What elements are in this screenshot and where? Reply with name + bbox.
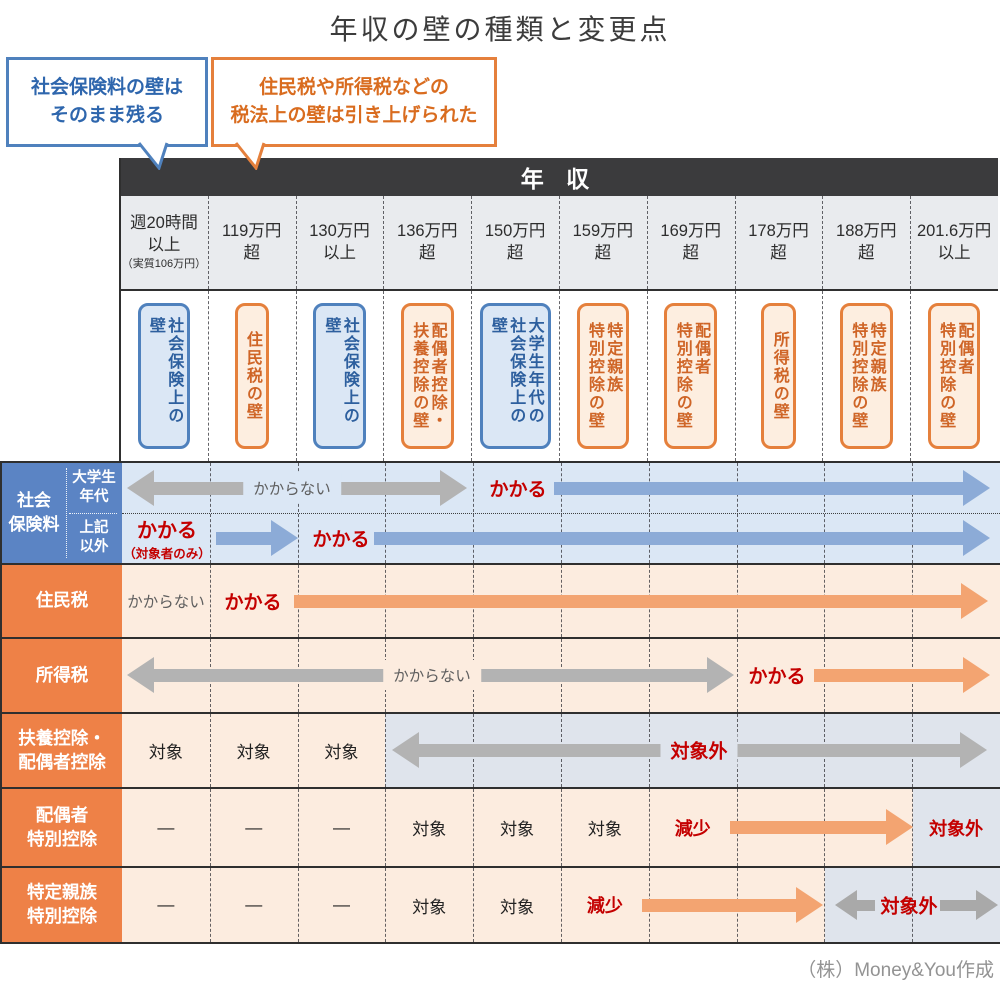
income-header-bar: 年 収 — [120, 158, 998, 196]
arrow-excluded-right-gray — [940, 890, 998, 920]
label-excluded: 対象外 — [880, 896, 938, 918]
strip-income-tax: かからない かかる — [122, 639, 1000, 712]
arrow-applied-orange — [814, 657, 990, 693]
cell: — — [332, 895, 350, 914]
col-201: 201.6万円 以上 — [916, 222, 992, 262]
arrow-decrease-orange — [642, 887, 823, 923]
strip-specified-relative: — — — 対象 対象 減少 対象外 — [122, 868, 1000, 942]
rowhead-divider-v — [66, 468, 67, 558]
strip-spouse-special: — — — 対象 対象 対象 減少 対象外 — [122, 789, 1000, 866]
col-week20h: 週20時間 以上 （実質106万円） — [121, 214, 207, 271]
income-threshold-headers: 週20時間 以上 （実質106万円） 119万円 超 130万円 以上 136万… — [120, 196, 998, 291]
cell: 対象 — [412, 897, 447, 917]
table-body: 社会 保険料 大学生 年代 上記 以外 かからない かかる — [0, 461, 1000, 944]
callout-social-insurance: 社会保険料の壁は そのまま残る — [6, 57, 208, 170]
row-dependent-deduction: 扶養控除・ 配偶者控除 対象 対象 対象 対象外 — [2, 712, 1000, 787]
label-not-applied: かからない — [383, 660, 481, 690]
cell: — — [332, 817, 350, 837]
cell-decrease: 減少 — [674, 818, 711, 839]
row-income-tax: 所得税 かからない かかる — [2, 637, 1000, 712]
cell: 対象 — [236, 743, 271, 762]
label-not-applied: かからない — [127, 594, 205, 611]
row-specified-relative-deduction: 特定親族 特別控除 — — — 対象 対象 減少 対象外 — [2, 866, 1000, 942]
wall-box-10: 配偶者 特別控除の壁 — [927, 303, 981, 449]
rowhead-social-insurance-label: 社会 保険料 — [8, 491, 60, 534]
col-178: 178万円 超 — [748, 222, 809, 262]
arrow-applied-long-blue — [374, 520, 990, 556]
wall-box-4: 配偶者控除・ 扶養控除の壁 — [400, 303, 454, 449]
cell-decrease: 減少 — [586, 896, 623, 916]
label-applied: かかる — [748, 666, 806, 688]
col-169: 169万円 超 — [660, 222, 721, 262]
strip-social-insurance: かからない かかる かかる （対象者のみ） かかる — [122, 463, 1000, 563]
wall-box-7: 配偶者 特別控除の壁 — [664, 303, 718, 449]
rowhead-income-tax: 所得税 — [2, 639, 122, 712]
rowhead-divider-h — [69, 513, 117, 514]
strip-resident-tax: かからない かかる — [122, 565, 1000, 637]
wall-box-2: 住民税の壁 — [234, 303, 269, 449]
label-not-applied: かからない — [243, 473, 341, 503]
cell: 対象 — [412, 820, 447, 839]
cell: 対象 — [324, 743, 359, 762]
row-resident-tax: 住民税 かからない かかる — [2, 563, 1000, 637]
rowhead-sub-university: 大学生 年代 — [72, 470, 116, 505]
subrow-divider — [122, 513, 1000, 514]
excluded-zone — [913, 789, 1000, 866]
label-applied: かかる — [489, 479, 547, 501]
callout-tax: 住民税や所得税などの 税法上の壁は引き上げられた — [211, 57, 497, 170]
wall-boxes-strip: 社会保険上の壁 住民税の壁 社会保険上の壁 配偶者控除・ 扶養控除の壁 大学生年… — [120, 291, 998, 461]
page-title: 年収の壁の種類と変更点 — [329, 14, 671, 45]
cell: 対象 — [148, 743, 183, 762]
rowhead-spouse-special: 配偶者 特別控除 — [2, 789, 122, 866]
wall-box-1: 社会保険上の壁 — [137, 303, 191, 449]
table-left-border — [119, 158, 121, 461]
cell: 対象 — [500, 897, 535, 917]
cell: — — [245, 817, 263, 837]
callout-tail-blue — [137, 142, 169, 170]
rowhead-sub-other: 上記 以外 — [79, 520, 109, 555]
arrow-applied-blue — [554, 470, 990, 506]
wall-box-3: 社会保険上の壁 — [313, 303, 366, 449]
col-130: 130万円 以上 — [309, 222, 370, 262]
cell: — — [157, 895, 175, 914]
credit: （株）Money&You作成 — [797, 960, 994, 981]
label-applied-2: かかる — [312, 529, 370, 551]
rowhead-social-insurance: 社会 保険料 大学生 年代 上記 以外 — [2, 463, 122, 563]
cell: — — [157, 817, 175, 837]
cell: 対象 — [587, 820, 622, 839]
rowhead-specified-relative: 特定親族 特別控除 — [2, 868, 122, 942]
rowhead-dependent-deduction: 扶養控除・ 配偶者控除 — [2, 714, 122, 787]
arrow-applied-short-blue — [216, 520, 298, 556]
wall-box-8: 所得税の壁 — [761, 303, 796, 449]
wall-box-6: 特定親族 特別控除の壁 — [576, 303, 630, 449]
strip-dependent-deduction: 対象 対象 対象 対象外 — [122, 714, 1000, 787]
col-136: 136万円 超 — [397, 222, 458, 262]
col-159: 159万円 超 — [572, 222, 634, 262]
arrow-applied-orange — [294, 583, 988, 619]
arrow-excluded-left-gray — [835, 890, 875, 920]
cells-spouse-special: — — — 対象 対象 対象 減少 対象外 — [122, 789, 1000, 866]
label-applied-targets-only: かかる （対象者のみ） — [123, 520, 211, 561]
col-150: 150万円 超 — [484, 222, 546, 262]
callout-tail-orange — [234, 142, 266, 170]
wall-box-9: 特定親族 特別控除の壁 — [839, 303, 893, 449]
cells-dependent-deduction: 対象 対象 対象 — [122, 714, 1000, 787]
arrow-decrease-orange — [730, 809, 913, 845]
cell-excluded: 対象外 — [929, 818, 984, 839]
cells-specified-relative: — — — 対象 対象 減少 — [122, 868, 1000, 942]
col-188: 188万円 超 — [836, 222, 897, 262]
callout-tax-text: 住民税や所得税などの 税法上の壁は引き上げられた — [230, 76, 478, 127]
rowhead-resident-tax: 住民税 — [2, 565, 122, 637]
row-social-insurance: 社会 保険料 大学生 年代 上記 以外 かからない かかる — [2, 463, 1000, 563]
cell: 対象 — [500, 820, 535, 839]
wall-box-5: 大学生年代の 社会保険上の壁 — [479, 303, 551, 449]
col-119: 119万円 超 — [222, 222, 282, 262]
row-spouse-special-deduction: 配偶者 特別控除 — — — 対象 対象 対象 減少 対象外 — [2, 787, 1000, 866]
cell: — — [245, 895, 263, 914]
label-applied: かかる — [224, 592, 282, 614]
label-excluded: 対象外 — [660, 732, 738, 768]
callout-social-insurance-text: 社会保険料の壁は そのまま残る — [30, 76, 183, 127]
